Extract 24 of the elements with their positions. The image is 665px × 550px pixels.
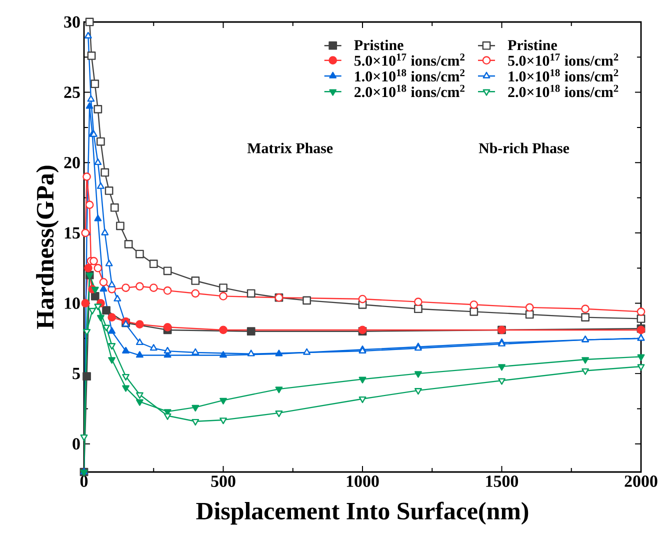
x-tick-label: 500 [211,476,236,487]
x-tick-label: 0 [80,476,88,487]
y-tick-label: 10 [64,298,80,309]
x-axis-title: Displacement Into Surface(nm) [196,502,528,525]
y-tick-label: 20 [64,156,80,168]
legend-label: 2.0×10$^{18}$ ions/cm$^{2}$ [508,84,618,98]
y-tick-label: 25 [64,86,80,98]
legend-label: 5.0×10$^{17}$ ions/cm$^{2}$ [508,54,618,66]
x-tick-label: 1500 [486,476,518,487]
y-tick-label: 15 [64,227,80,239]
annotation: Nb-rich Phase [478,142,570,154]
x-tick-label: 2000 [624,476,658,487]
legend-label: 5.0×10$^{17}$ ions/cm$^{2}$ [354,54,465,66]
y-tick-label: 5 [72,368,80,380]
y-axis-title: Hardness(GPa) [36,166,59,329]
x-tick-label: 1000 [346,476,379,487]
annotation: Matrix Phase [247,142,333,154]
y-tick-label: 0 [72,438,80,450]
legend-label: 1.0×10$^{18}$ ions/cm$^{2}$ [508,69,618,82]
y-tick-label: 30 [64,16,80,28]
legend-label: Pristine [508,40,557,50]
legend-label: Pristine [354,40,404,50]
legend-label: 1.0×10$^{18}$ ions/cm$^{2}$ [355,69,465,82]
legend-label: 2.0×10$^{18}$ ions/cm$^{2}$ [354,84,465,98]
